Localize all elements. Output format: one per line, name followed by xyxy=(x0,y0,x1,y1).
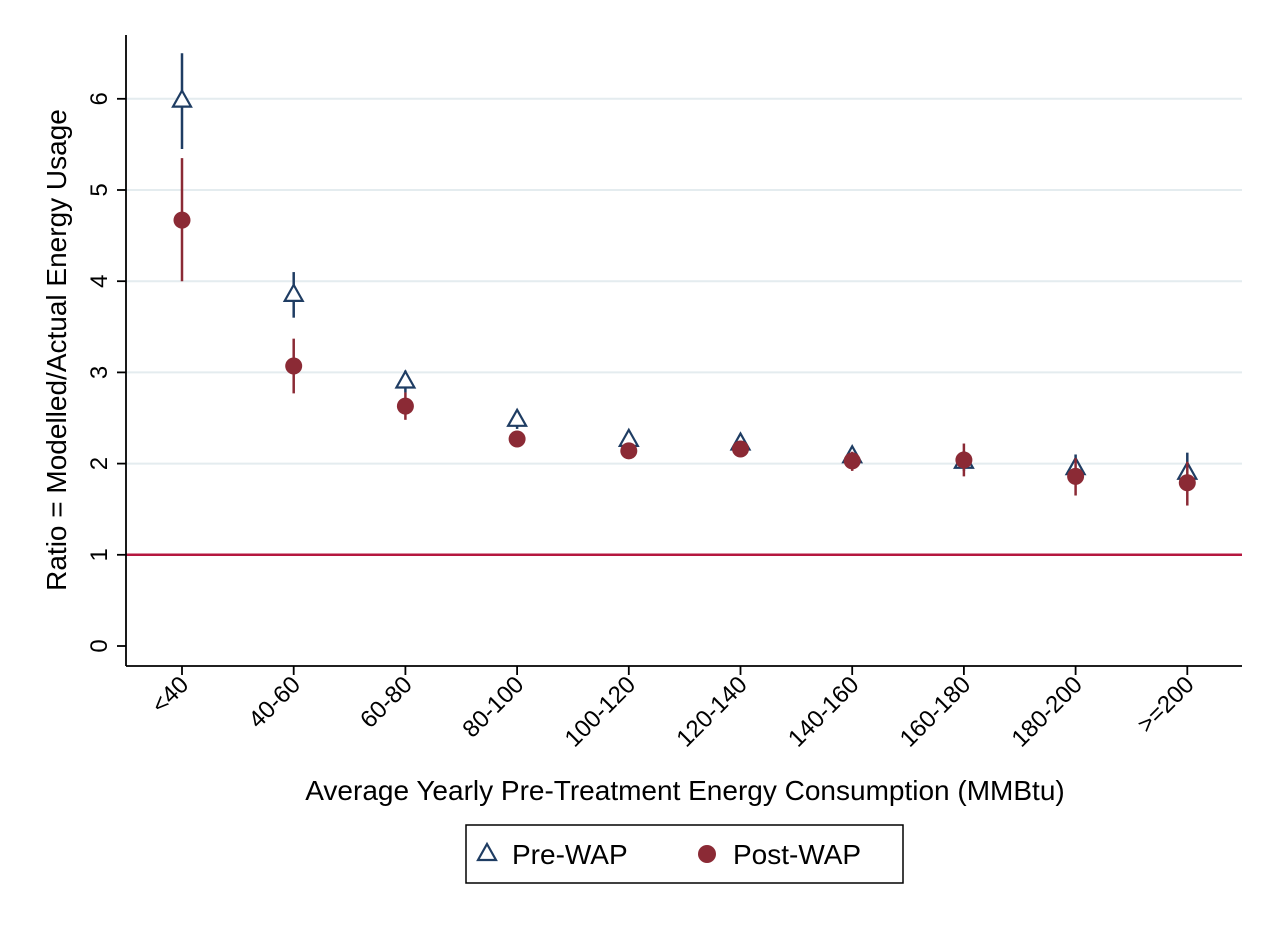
y-tick-label-1: 1 xyxy=(86,548,113,561)
y-tick-label-3: 3 xyxy=(86,366,113,379)
x-tick-label-9: >=200 xyxy=(1132,671,1199,738)
point-s1-3 xyxy=(508,430,526,448)
point-s1-0 xyxy=(173,211,191,229)
legend-label-pre-wap: Pre-WAP xyxy=(512,839,628,870)
y-tick-label-4: 4 xyxy=(86,275,113,288)
legend-box xyxy=(465,824,904,884)
legend: Pre-WAP Post-WAP xyxy=(465,824,904,884)
point-s1-9 xyxy=(1178,474,1196,492)
point-s0-1 xyxy=(282,282,305,302)
axes xyxy=(117,35,1242,675)
x-tick-label-2: 60-80 xyxy=(355,671,418,734)
point-s1-2 xyxy=(396,397,414,415)
legend-label-post-wap: Post-WAP xyxy=(733,839,861,870)
point-s1-8 xyxy=(1067,467,1085,485)
x-tick-label-7: 160-180 xyxy=(895,671,976,752)
series-1 xyxy=(173,158,1196,506)
y-tick-labels: 0 1 2 3 4 5 6 xyxy=(86,92,113,653)
x-tick-label-1: 40-60 xyxy=(243,671,306,734)
y-tick-label-0: 0 xyxy=(86,639,113,652)
x-tick-label-8: 180-200 xyxy=(1006,671,1087,752)
legend-marker-post-wap xyxy=(698,845,716,863)
point-s1-4 xyxy=(620,442,638,460)
x-tick-label-5: 120-140 xyxy=(671,671,752,752)
x-axis-title: Average Yearly Pre-Treatment Energy Cons… xyxy=(305,775,1064,806)
x-tick-label-3: 80-100 xyxy=(457,671,529,743)
series-layer xyxy=(171,53,1199,506)
x-tick-labels: <40 40-60 60-80 80-100 100-120 120-140 140-160… xyxy=(146,671,1199,752)
point-s1-1 xyxy=(285,357,303,375)
series-0 xyxy=(171,53,1199,490)
y-tick-label-2: 2 xyxy=(86,457,113,470)
point-s0-0 xyxy=(171,88,193,108)
legend-marker-pre-wap xyxy=(476,841,498,862)
y-tick-label-5: 5 xyxy=(86,183,113,196)
point-s1-5 xyxy=(732,440,749,458)
x-tick-label-4: 100-120 xyxy=(560,671,641,752)
point-s0-3 xyxy=(506,407,528,427)
x-tick-label-6: 140-160 xyxy=(783,671,864,752)
x-tick-label-0: <40 xyxy=(146,671,194,719)
point-s1-7 xyxy=(955,451,973,469)
y-axis-title: Ratio = Modelled/Actual Energy Usage xyxy=(41,109,72,591)
point-s0-2 xyxy=(394,369,417,389)
point-s1-6 xyxy=(843,452,861,470)
y-tick-label-6: 6 xyxy=(86,92,113,105)
